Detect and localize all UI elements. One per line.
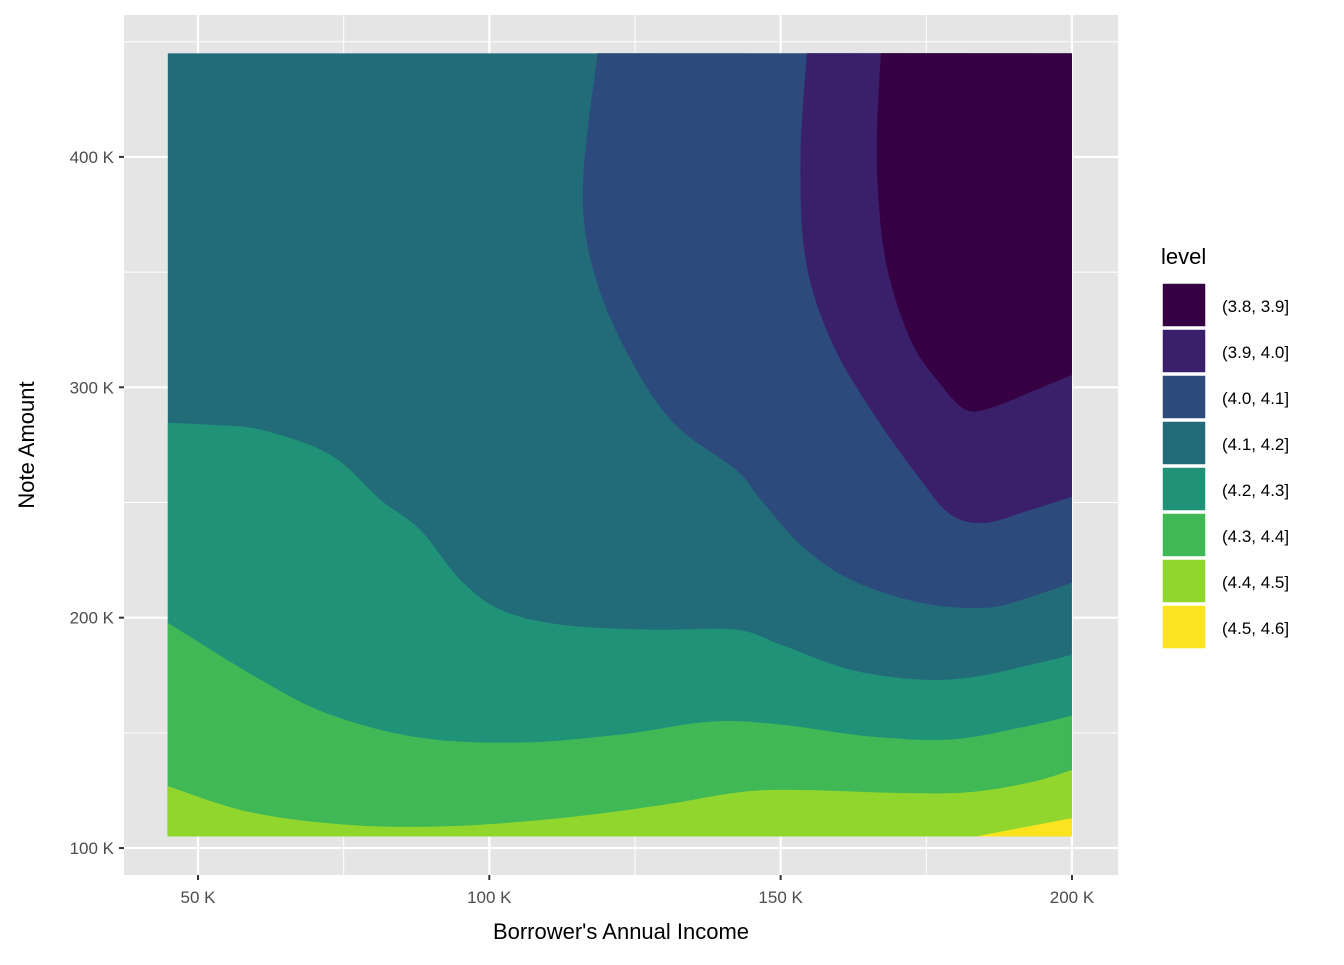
legend-key <box>1161 420 1207 466</box>
legend-label: (4.0, 4.1] <box>1222 389 1289 408</box>
legend-label: (4.4, 4.5] <box>1222 573 1289 592</box>
axes: 50 K 100 K 150 K 200 K 100 K 200 K 300 K 400 K <box>70 148 1095 907</box>
x-tick-label: 100 K <box>467 888 512 907</box>
legend-key <box>1161 374 1207 420</box>
legend-key <box>1161 558 1207 604</box>
x-tick-label: 200 K <box>1050 888 1095 907</box>
x-tick-label: 50 K <box>181 888 217 907</box>
x-axis-title: Borrower's Annual Income <box>493 919 749 944</box>
legend-key <box>1161 604 1207 650</box>
legend-key <box>1161 466 1207 512</box>
x-tick-label: 150 K <box>758 888 803 907</box>
y-tick-label: 100 K <box>70 839 115 858</box>
legend-title: level <box>1161 244 1206 269</box>
contour-region <box>876 53 1072 412</box>
legend-key <box>1161 282 1207 328</box>
contour-region <box>167 769 1072 837</box>
legend-label: (4.2, 4.3] <box>1222 481 1289 500</box>
legend-key <box>1161 328 1207 374</box>
legend-key <box>1161 512 1207 558</box>
legend-label: (3.8, 3.9] <box>1222 297 1289 316</box>
legend-label: (3.9, 4.0] <box>1222 343 1289 362</box>
y-tick-label: 400 K <box>70 148 115 167</box>
y-tick-label: 200 K <box>70 609 115 628</box>
legend-label: (4.1, 4.2] <box>1222 435 1289 454</box>
y-axis-title: Note Amount <box>14 381 39 508</box>
contour-region <box>975 818 1072 837</box>
legend-label: (4.5, 4.6] <box>1222 619 1289 638</box>
contour-region <box>167 622 1072 837</box>
legend: level (3.8, 3.9] (3.9, 4.0] (4.0, 4.1] (4.1… <box>1161 244 1289 650</box>
contour-regions <box>167 53 1072 837</box>
y-tick-label: 300 K <box>70 378 115 397</box>
legend-label: (4.3, 4.4] <box>1222 527 1289 546</box>
